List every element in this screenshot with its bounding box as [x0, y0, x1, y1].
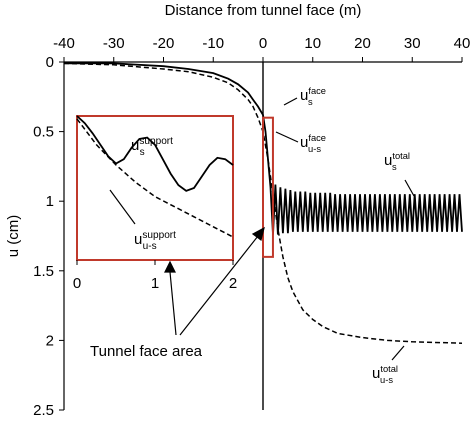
- label-sub: u-s: [143, 241, 157, 252]
- annotation: uface u-s: [300, 133, 326, 154]
- label-sup: total: [380, 364, 398, 374]
- y-tick-label: 1: [46, 193, 54, 210]
- label-text: u: [131, 137, 139, 154]
- label-text: u: [134, 231, 142, 248]
- y-axis-title: u (cm): [5, 215, 22, 258]
- data-line: [76, 118, 234, 238]
- x-tick-label: -30: [103, 35, 125, 52]
- y-tick-label: 2.5: [33, 402, 54, 419]
- label-sub: u-s: [308, 144, 321, 154]
- arrows: [109, 97, 415, 361]
- x-tick-label: -10: [202, 35, 224, 52]
- annotation: utotal u-s: [372, 364, 398, 385]
- label-sup: face: [308, 133, 326, 143]
- label-sub: s: [308, 97, 313, 107]
- y-tick-label: 2: [46, 332, 54, 349]
- label-sub: s: [140, 147, 145, 158]
- zoom-box: [262, 116, 274, 258]
- y-tick-label: 1.5: [33, 263, 54, 280]
- x-axis-title: Distance from tunnel face (m): [165, 2, 362, 19]
- label-sup: total: [392, 151, 410, 161]
- x-tick-label: 2: [229, 275, 237, 292]
- annotation: usupport s: [131, 136, 173, 158]
- x-tick-label: 40: [454, 35, 471, 52]
- data-line: [64, 62, 463, 235]
- annotation: uface s: [300, 86, 326, 107]
- label-sub: u-s: [380, 375, 393, 385]
- label-text: u: [300, 87, 308, 104]
- label-sup: face: [308, 86, 326, 96]
- data-line: [76, 115, 234, 192]
- x-tick-label: 10: [304, 35, 321, 52]
- annotation: utotal s: [384, 151, 410, 172]
- x-tick-label: -40: [53, 35, 75, 52]
- inset-frame: [76, 115, 234, 261]
- x-tick-label: 1: [151, 275, 159, 292]
- x-tick-label: -20: [153, 35, 175, 52]
- x-tick-label: 0: [73, 275, 81, 292]
- label-text: u: [384, 152, 392, 169]
- y-tick-label: 0: [46, 54, 54, 71]
- label-sub: s: [392, 162, 397, 172]
- label-sup: support: [142, 230, 176, 241]
- x-tick-label: 0: [259, 35, 267, 52]
- annotation: usupport u-s: [134, 230, 176, 252]
- y-tick-label: 0.5: [33, 124, 54, 141]
- label-sup: support: [139, 136, 173, 147]
- annotation: Tunnel face area: [90, 343, 203, 360]
- label-text: u: [372, 365, 380, 382]
- label-text: u: [300, 134, 308, 151]
- x-tick-label: 30: [404, 35, 421, 52]
- x-tick-label: 20: [354, 35, 371, 52]
